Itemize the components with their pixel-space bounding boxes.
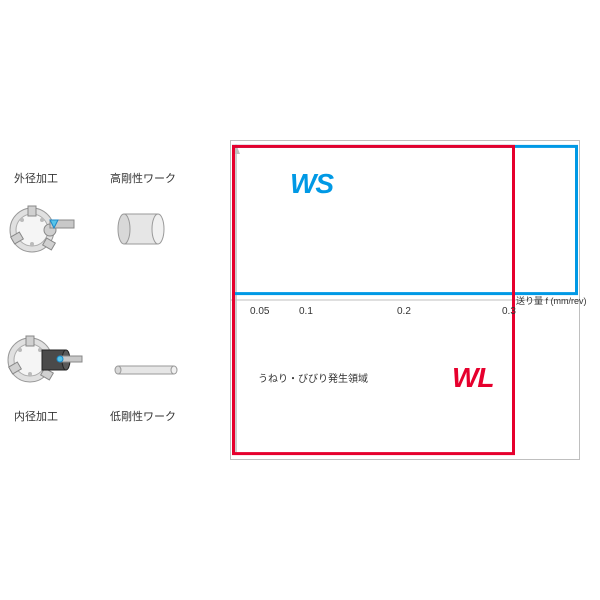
x-axis-label: 送り量 f (mm/rev) — [516, 294, 587, 307]
label-low-rigidity-work: 低剛性ワーク — [110, 408, 176, 424]
xtick-1: 0.1 — [299, 306, 313, 317]
ws-label: WS — [290, 168, 333, 200]
label-external-turning: 外径加工 — [14, 170, 58, 186]
external-turning-icon — [0, 190, 80, 270]
label-internal-turning: 内径加工 — [14, 408, 58, 424]
low-rigidity-work-icon — [108, 350, 188, 390]
xtick-2: 0.2 — [397, 306, 411, 317]
wl-label: WL — [452, 362, 494, 394]
label-high-rigidity-work: 高剛性ワーク — [110, 170, 176, 186]
high-rigidity-work-icon — [110, 200, 180, 260]
xtick-3: 0.3 — [502, 306, 516, 317]
chatter-region-note: うねり・びびり発生領域 — [258, 370, 368, 385]
internal-turning-icon — [0, 320, 90, 400]
xtick-0: 0.05 — [250, 306, 269, 317]
